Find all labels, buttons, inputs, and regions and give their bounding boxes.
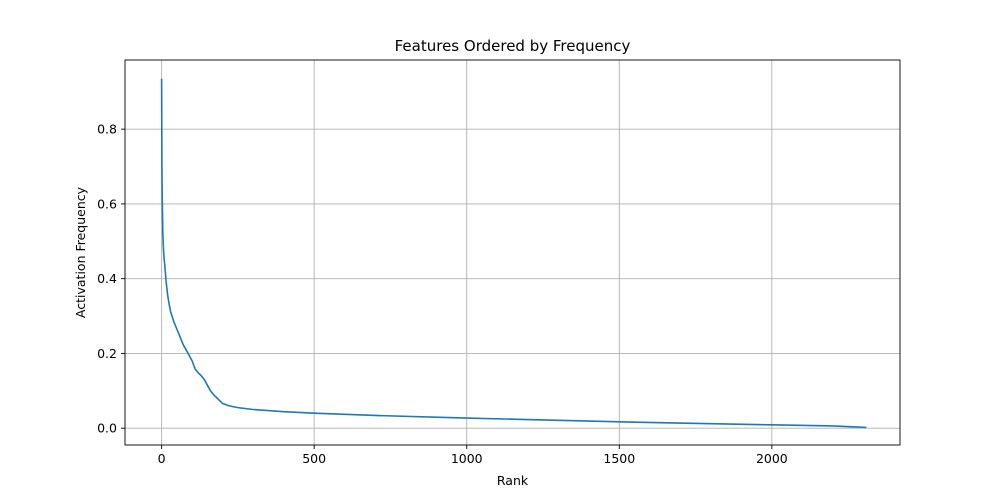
y-axis-title: Activation Frequency [73, 186, 88, 318]
series-layer [160, 78, 867, 429]
y-tick-label: 0.0 [97, 421, 117, 436]
x-tick-label: 1500 [603, 451, 635, 466]
x-tick-label: 1000 [451, 451, 483, 466]
series-line [160, 78, 867, 429]
x-tick-label: 2000 [756, 451, 788, 466]
x-tick-label: 0 [158, 451, 166, 466]
tick-layer: 0 500 1000 1500 2000 0.0 0.2 0.4 0.6 0.8 [97, 122, 788, 466]
y-tick-label: 0.8 [97, 122, 117, 137]
y-tick-label: 0.6 [97, 196, 117, 211]
plot-frame [124, 59, 901, 446]
grid-layer [125, 60, 900, 445]
x-tick-label: 500 [302, 451, 326, 466]
y-tick-label: 0.2 [97, 346, 117, 361]
y-tick-label: 0.4 [97, 271, 117, 286]
chart-title: Features Ordered by Frequency [395, 37, 631, 55]
x-axis-title: Rank [497, 473, 529, 488]
